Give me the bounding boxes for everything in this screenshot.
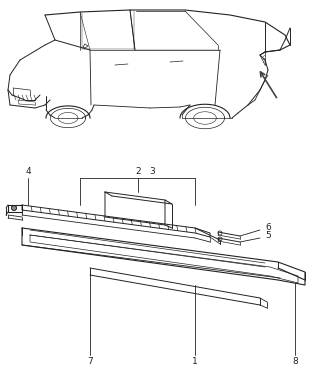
Text: 8: 8 [292, 358, 298, 367]
Text: 3: 3 [149, 167, 155, 177]
Text: 2: 2 [135, 167, 141, 177]
Circle shape [11, 206, 16, 211]
Text: 7: 7 [87, 358, 93, 367]
Text: 4: 4 [25, 167, 31, 177]
Text: 6: 6 [265, 223, 271, 232]
Text: 1: 1 [192, 358, 198, 367]
Text: 5: 5 [265, 231, 271, 240]
